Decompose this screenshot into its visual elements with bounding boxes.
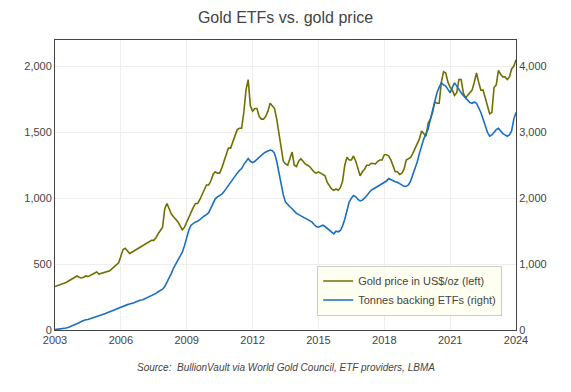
svg-text:2021: 2021 <box>438 334 462 346</box>
svg-text:1,000: 1,000 <box>24 192 52 204</box>
svg-text:Gold price in US$/oz (left): Gold price in US$/oz (left) <box>358 275 484 287</box>
svg-text:Source: BullionVault via Worl: Source: BullionVault via World Gold Coun… <box>137 362 435 373</box>
svg-text:2018: 2018 <box>372 334 396 346</box>
svg-text:3,000: 3,000 <box>519 126 547 138</box>
svg-text:Tonnes backing ETFs (right): Tonnes backing ETFs (right) <box>358 294 496 306</box>
svg-text:Gold ETFs vs. gold price: Gold ETFs vs. gold price <box>198 9 373 26</box>
svg-text:2012: 2012 <box>240 334 264 346</box>
svg-text:4,000: 4,000 <box>519 60 547 72</box>
svg-text:2,000: 2,000 <box>519 192 547 204</box>
svg-text:1,500: 1,500 <box>24 126 52 138</box>
svg-text:2003: 2003 <box>43 334 67 346</box>
svg-text:500: 500 <box>33 258 51 270</box>
svg-text:2024: 2024 <box>504 334 528 346</box>
svg-text:2015: 2015 <box>306 334 330 346</box>
svg-text:2006: 2006 <box>109 334 133 346</box>
svg-text:2,000: 2,000 <box>24 60 52 72</box>
svg-text:2009: 2009 <box>174 334 198 346</box>
svg-text:0: 0 <box>519 324 525 336</box>
svg-text:0: 0 <box>46 324 52 336</box>
svg-text:1,000: 1,000 <box>519 258 547 270</box>
